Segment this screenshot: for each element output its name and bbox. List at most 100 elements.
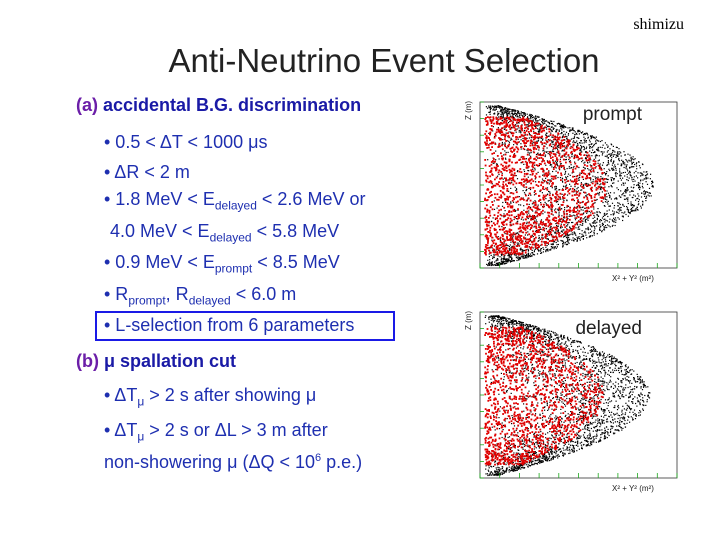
event-point	[515, 215, 518, 217]
selected-event-point	[520, 253, 523, 255]
event-point	[496, 443, 498, 445]
event-point	[585, 141, 587, 143]
event-point	[518, 129, 520, 131]
selected-event-point	[503, 206, 506, 209]
event-point	[538, 124, 540, 126]
selected-event-point	[523, 237, 526, 240]
event-point	[562, 246, 564, 248]
event-point	[506, 258, 508, 260]
event-point	[583, 348, 585, 350]
selected-event-point	[586, 198, 589, 200]
event-point	[564, 207, 566, 209]
selected-event-point	[520, 128, 523, 130]
event-point	[604, 411, 606, 413]
selected-event-point	[520, 235, 523, 237]
event-point	[510, 255, 512, 258]
event-point	[511, 120, 513, 122]
selected-event-point	[508, 160, 511, 163]
event-point	[584, 425, 586, 428]
event-point	[550, 246, 552, 248]
event-point	[547, 238, 549, 240]
selected-event-point	[507, 181, 510, 184]
event-point	[520, 139, 522, 141]
selected-event-point	[503, 166, 506, 169]
event-point	[637, 201, 640, 203]
selected-event-point	[492, 204, 494, 206]
event-point	[500, 323, 502, 325]
selected-event-point	[592, 163, 595, 165]
event-point	[577, 142, 579, 145]
event-point	[499, 256, 501, 258]
event-point	[576, 240, 578, 242]
event-point	[585, 228, 587, 230]
event-point	[579, 239, 581, 241]
event-point	[605, 172, 607, 175]
selected-event-point	[512, 155, 515, 158]
selected-event-point	[527, 120, 530, 123]
selected-event-point	[536, 133, 539, 136]
event-point	[588, 184, 590, 186]
selected-event-point	[502, 185, 505, 188]
event-point	[561, 193, 563, 195]
selected-event-point	[505, 219, 507, 221]
event-point	[502, 325, 504, 327]
event-point	[604, 173, 607, 175]
event-point	[536, 443, 538, 445]
event-point	[549, 446, 551, 448]
event-point	[629, 194, 631, 196]
selected-event-point	[510, 237, 513, 240]
event-point	[543, 127, 545, 129]
event-point	[569, 238, 571, 240]
event-point	[517, 244, 519, 246]
event-point	[579, 148, 581, 150]
selected-event-point	[553, 200, 556, 202]
selected-event-point	[532, 232, 535, 235]
selected-event-point	[498, 251, 501, 254]
event-point	[491, 221, 493, 223]
event-point	[630, 160, 632, 162]
selected-event-point	[511, 219, 513, 222]
event-point	[576, 144, 579, 146]
event-point	[604, 186, 606, 188]
event-point	[491, 239, 493, 241]
selected-event-point	[590, 205, 592, 208]
event-point	[632, 156, 634, 158]
selected-event-point	[493, 166, 496, 169]
event-point	[553, 386, 555, 388]
selected-event-point	[512, 178, 514, 181]
event-point	[630, 157, 632, 159]
event-point	[574, 186, 576, 188]
selected-event-point	[502, 215, 505, 217]
event-point	[609, 359, 611, 361]
selected-event-point	[574, 194, 576, 196]
event-point	[549, 191, 551, 193]
selected-event-point	[596, 180, 599, 183]
event-point	[544, 446, 547, 448]
selected-event-point	[534, 211, 537, 214]
event-point	[509, 108, 511, 110]
event-point	[623, 387, 625, 389]
event-point	[555, 223, 557, 225]
event-point	[609, 218, 611, 220]
event-point	[624, 190, 626, 192]
event-point	[620, 381, 622, 383]
selected-event-point	[570, 151, 573, 153]
event-point	[593, 410, 596, 412]
event-point	[553, 456, 555, 458]
event-point	[549, 192, 551, 194]
selected-event-point	[504, 239, 507, 242]
event-point	[488, 105, 490, 107]
selected-event-point	[567, 139, 570, 141]
event-point	[575, 227, 577, 229]
event-point	[613, 207, 615, 209]
selected-event-point	[525, 194, 527, 197]
selected-event-point	[485, 204, 488, 207]
selected-event-point	[486, 137, 488, 140]
selected-event-point	[527, 241, 530, 243]
event-point	[489, 473, 491, 475]
event-point	[622, 162, 624, 164]
selected-event-point	[534, 132, 537, 134]
event-point	[619, 177, 621, 179]
event-point	[554, 376, 556, 378]
selected-event-point	[511, 252, 514, 255]
